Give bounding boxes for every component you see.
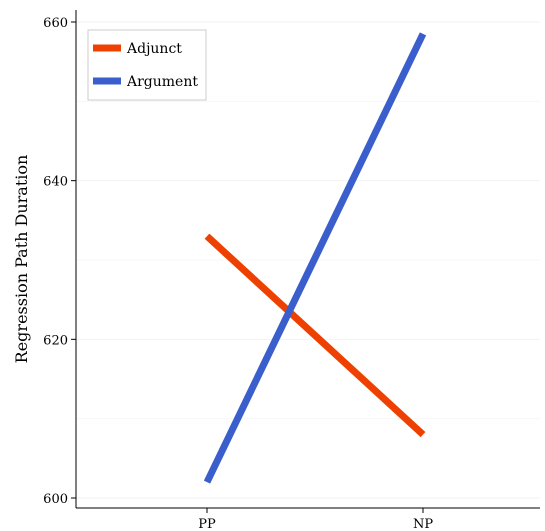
series-lines xyxy=(203,32,427,484)
plot-area: 600 620 640 660 PP NP xyxy=(43,10,540,531)
y-tick-label: 620 xyxy=(43,333,68,348)
x-tick-label: NP xyxy=(413,517,433,531)
series-line-adjunct xyxy=(204,233,426,438)
legend-box xyxy=(87,29,207,101)
legend-label-argument: Argument xyxy=(126,74,198,90)
x-tick-label: PP xyxy=(198,517,216,531)
legend-label-adjunct: Adjunct xyxy=(126,41,182,57)
y-axis-ticks: 600 620 640 660 xyxy=(43,16,76,507)
gridlines xyxy=(76,21,540,499)
legend: Adjunct Argument xyxy=(87,29,207,101)
y-axis-title: Regression Path Duration xyxy=(12,155,31,364)
series-line-argument xyxy=(203,32,427,484)
x-axis-ticks: PP NP xyxy=(198,508,433,531)
y-tick-label: 660 xyxy=(43,16,68,31)
y-tick-label: 600 xyxy=(43,492,68,507)
y-tick-label: 640 xyxy=(43,175,68,190)
